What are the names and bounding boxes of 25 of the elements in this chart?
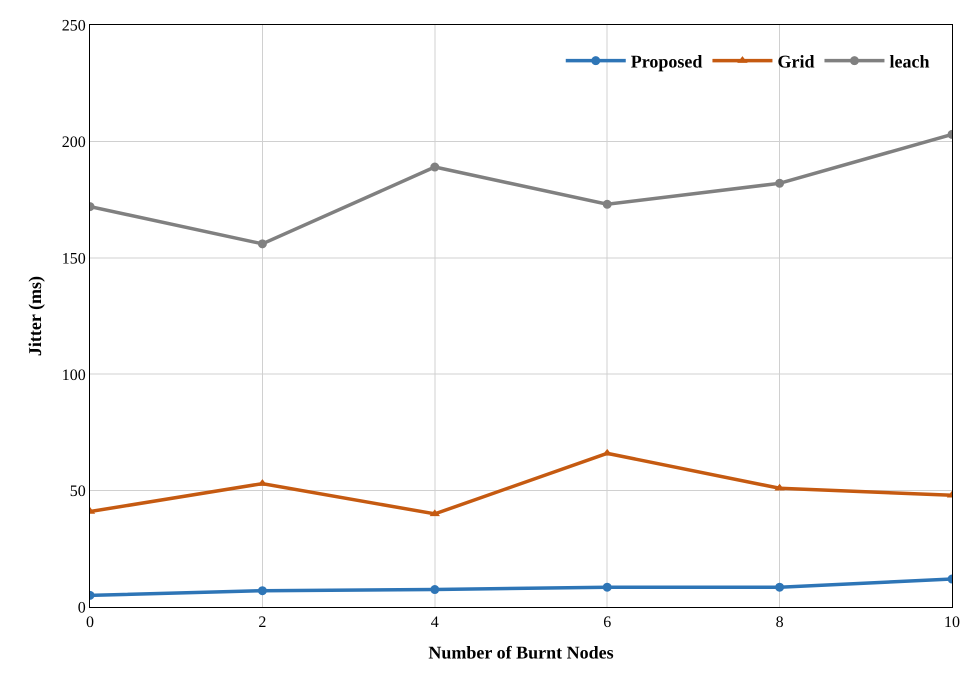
- legend-label: leach: [889, 52, 930, 72]
- x-tick-label: 8: [776, 614, 784, 632]
- point: [775, 178, 784, 188]
- y-axis-title: Jitter (ms): [25, 276, 45, 356]
- legend-label: Proposed: [630, 52, 702, 72]
- point: [258, 239, 267, 248]
- y-tick-label: 50: [70, 483, 86, 500]
- x-tick-label: 4: [430, 614, 439, 632]
- point: [602, 200, 612, 209]
- y-tick-label: 0: [78, 600, 86, 617]
- x-tick-label: 10: [944, 614, 960, 632]
- point: [430, 509, 440, 516]
- x-tick-label: 6: [603, 614, 612, 632]
- x-tick-label: 2: [258, 614, 266, 632]
- point: [602, 582, 612, 592]
- point: [430, 585, 440, 594]
- y-tick-label: 100: [62, 366, 86, 384]
- x-axis-title: Number of Burnt Nodes: [428, 642, 614, 662]
- y-tick-label: 200: [62, 134, 86, 151]
- point: [775, 582, 784, 592]
- y-tick-label: 150: [62, 250, 86, 268]
- point: [430, 162, 440, 172]
- y-tick-label: 250: [62, 18, 86, 35]
- point: [258, 586, 267, 596]
- legend-label: Grid: [777, 52, 814, 72]
